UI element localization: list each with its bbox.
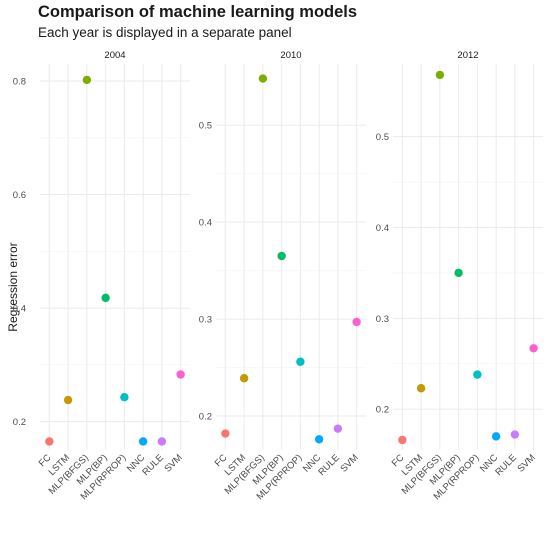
y-tick-label: 0.3 <box>199 315 212 326</box>
data-point <box>398 435 407 445</box>
panel-label: 2010 <box>280 50 301 61</box>
data-point <box>510 430 520 439</box>
data-point <box>296 357 305 366</box>
data-point <box>239 374 249 383</box>
data-point <box>157 437 167 446</box>
panel-label: 2004 <box>104 50 125 61</box>
x-tick-label: SVM <box>162 452 184 474</box>
data-point <box>176 370 185 379</box>
y-tick-label: 0.4 <box>199 218 212 229</box>
chart-subtitle: Each year is displayed in a separate pan… <box>38 25 292 40</box>
y-tick-label: 0.8 <box>13 77 26 88</box>
data-point <box>120 393 129 402</box>
y-tick-label: 0.2 <box>13 417 26 428</box>
data-point <box>491 432 501 441</box>
y-tick-label: 0.2 <box>199 412 212 423</box>
data-point <box>454 268 463 278</box>
data-point <box>82 75 92 85</box>
data-point <box>333 424 343 433</box>
x-tick-label: RULE <box>316 452 342 478</box>
x-tick-label: SVM <box>515 452 537 474</box>
data-point <box>416 384 426 393</box>
x-tick-label: RULE <box>493 452 519 478</box>
data-point <box>277 251 286 261</box>
x-tick-label: SVM <box>338 452 360 474</box>
y-tick-label: 0.3 <box>376 314 389 325</box>
y-tick-label: 0.2 <box>376 405 389 416</box>
y-tick-label: 0.4 <box>13 304 26 315</box>
y-tick-label: 0.4 <box>376 223 389 234</box>
data-point <box>221 429 230 438</box>
data-point <box>101 293 110 303</box>
y-tick-label: 0.5 <box>199 121 212 132</box>
data-point <box>138 437 148 446</box>
data-point <box>352 317 361 327</box>
chart-title: Comparison of machine learning models <box>38 3 358 21</box>
y-tick-label: 0.6 <box>13 190 26 201</box>
data-point <box>314 435 324 444</box>
y-tick-label: 0.5 <box>376 132 389 143</box>
data-point <box>45 437 54 446</box>
data-point <box>435 70 445 80</box>
data-point <box>529 344 538 353</box>
x-tick-label: RULE <box>140 452 166 478</box>
data-point <box>473 370 482 379</box>
panel-label: 2012 <box>457 50 478 61</box>
data-point <box>258 74 268 83</box>
data-point <box>63 395 73 405</box>
